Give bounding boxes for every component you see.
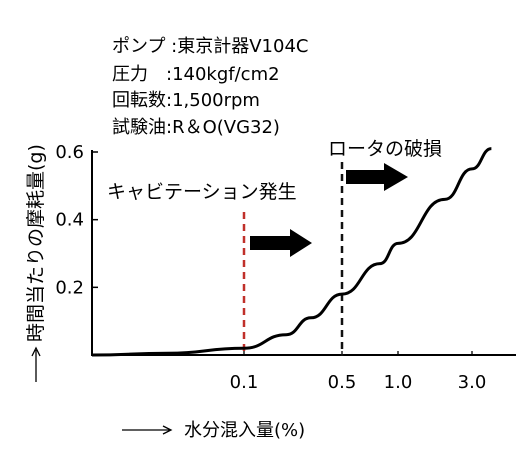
y-tick-label: 0.6 bbox=[55, 142, 84, 163]
condition-speed: 回転数:1,500rpm bbox=[112, 90, 260, 111]
y-tick-label: 0.2 bbox=[55, 277, 84, 298]
cavitation-label: キャビテーション発生 bbox=[107, 181, 297, 203]
y-axis-title-group: 時間当たりの摩耗量(g) bbox=[25, 144, 47, 382]
x-tick-label: 0.1 bbox=[230, 372, 259, 393]
condition-pressure: 圧力 :140kgf/cm2 bbox=[112, 64, 280, 85]
wear-curve bbox=[91, 147, 492, 357]
arrow-right-icon bbox=[250, 229, 312, 257]
x-tick-label: 3.0 bbox=[458, 372, 487, 393]
x-axis-title: 水分混入量(%) bbox=[184, 420, 305, 441]
condition-oil: 試験油:R＆O(VG32) bbox=[112, 117, 280, 138]
x-tick-label: 1.0 bbox=[384, 372, 413, 393]
arrow-right-icon bbox=[346, 163, 408, 191]
rotor-damage-label: ロータの破損 bbox=[328, 138, 442, 160]
condition-pump: ポンプ :東京計器V104C bbox=[112, 36, 308, 57]
y-axis-title: 時間当たりの摩耗量(g) bbox=[25, 144, 47, 342]
x-tick-label: 0.5 bbox=[328, 372, 357, 393]
y-tick-label: 0.4 bbox=[55, 210, 84, 231]
